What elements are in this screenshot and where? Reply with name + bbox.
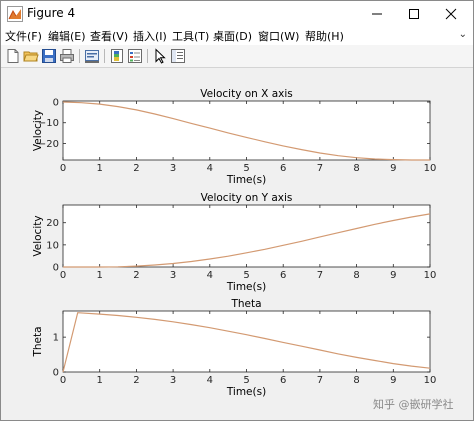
menu-help[interactable]: 帮助(H) (305, 30, 344, 43)
x-tick-label: 6 (280, 270, 286, 281)
y-tick-label: 20 (46, 218, 59, 229)
y-tick-label: 1 (53, 333, 59, 344)
y-axis-label: Velocity (32, 215, 44, 256)
x-tick-label: 10 (424, 163, 437, 174)
x-tick-label: 10 (424, 270, 437, 281)
x-tick-label: 9 (390, 163, 396, 174)
y-tick-label: 0 (53, 98, 59, 109)
axes-title: Theta (230, 298, 261, 310)
axes-box (62, 204, 431, 268)
x-tick-label: 3 (170, 163, 176, 174)
x-axis-label: Time(s) (226, 386, 266, 398)
y-axis-label: Velocity (32, 110, 44, 151)
axes-title: Velocity on X axis (200, 88, 293, 100)
x-tick-label: 2 (133, 375, 139, 386)
series-line (62, 312, 431, 373)
menu-view[interactable]: 查看(V) (90, 30, 129, 43)
x-tick-label: 4 (207, 163, 213, 174)
x-tick-label: 1 (97, 375, 103, 386)
x-tick-label: 8 (353, 375, 359, 386)
figure-canvas: 0 1 2 3 4 5 6 7 8 9 10 0 −10 −20 Velocity on X axis Tim… (1, 68, 473, 420)
title-bar[interactable]: Figure 4 (1, 1, 473, 27)
x-tick-label: 7 (317, 163, 323, 174)
menu-window[interactable]: 窗口(W) (258, 30, 300, 43)
y-axis-label: Theta (32, 326, 44, 357)
menu-bar: 文件(F) 编辑(E) 查看(V) 插入(I) 工具(T) 桌面(D) 窗口(W… (1, 27, 473, 45)
axes-2[interactable]: 0 1 2 3 4 5 6 7 8 9 10 0 10 20 Velocity on Y axis Time(… (32, 192, 436, 293)
matlab-figure-icon (7, 6, 23, 22)
open-file-icon[interactable] (23, 48, 39, 64)
axes-box (62, 100, 431, 161)
x-tick-label: 1 (97, 270, 103, 281)
watermark-text: 知乎 @嵌研学社 (373, 398, 454, 411)
maximize-icon (409, 9, 419, 19)
close-icon (445, 8, 457, 20)
x-tick-label: 10 (424, 375, 437, 386)
y-tick-label: −10 (38, 118, 59, 129)
series-line (63, 213, 431, 268)
window-title: Figure 4 (27, 6, 76, 20)
axes-1[interactable]: 0 1 2 3 4 5 6 7 8 9 10 0 −10 −20 Velocity on X axis Tim… (32, 88, 436, 186)
x-tick-label: 4 (207, 375, 213, 386)
menu-tools[interactable]: 工具(T) (172, 30, 210, 43)
y-tick-label: 0 (53, 368, 59, 379)
x-tick-label: 0 (60, 375, 66, 386)
x-tick-label: 8 (353, 270, 359, 281)
menu-desktop[interactable]: 桌面(D) (213, 30, 253, 43)
x-tick-label: 9 (390, 270, 396, 281)
y-tick-label: −20 (38, 139, 59, 150)
menu-edit[interactable]: 编辑(E) (48, 30, 86, 43)
toolbar-separator (104, 49, 105, 63)
x-tick-label: 2 (133, 163, 139, 174)
x-axis-label: Time(s) (226, 281, 266, 293)
toolbar-separator (147, 49, 148, 63)
x-tick-label: 6 (280, 375, 286, 386)
x-tick-label: 0 (60, 270, 66, 281)
x-tick-label: 8 (353, 163, 359, 174)
insert-legend-icon[interactable] (127, 48, 143, 64)
save-icon[interactable] (41, 48, 57, 64)
x-tick-label: 3 (170, 270, 176, 281)
x-tick-label: 3 (170, 375, 176, 386)
y-tick-label: 0 (53, 263, 59, 274)
insert-colorbar-icon[interactable] (109, 48, 125, 64)
x-tick-label: 2 (133, 270, 139, 281)
link-plot-icon[interactable] (84, 48, 100, 64)
chevron-down-icon[interactable]: ⌄ (458, 29, 467, 40)
toolbar (1, 45, 473, 68)
axes-3[interactable]: 0 1 2 3 4 5 6 7 8 9 10 0 1 Theta Time(s) Theta (32, 298, 436, 398)
new-figure-icon[interactable] (5, 48, 21, 64)
edit-plot-icon[interactable] (152, 48, 168, 64)
x-tick-label: 0 (60, 163, 66, 174)
axes-title: Velocity on Y axis (201, 192, 293, 204)
x-axis-label: Time(s) (226, 174, 266, 186)
y-tick-label: 10 (46, 240, 59, 251)
minimize-icon (372, 13, 382, 15)
axes-box (62, 310, 431, 373)
series-line (62, 101, 430, 161)
x-tick-label: 9 (390, 375, 396, 386)
x-tick-label: 7 (317, 270, 323, 281)
x-tick-label: 6 (280, 163, 286, 174)
x-tick-label: 4 (207, 270, 213, 281)
x-tick-label: 5 (243, 375, 249, 386)
maximize-button[interactable] (398, 1, 430, 27)
print-icon[interactable] (59, 48, 75, 64)
menu-insert[interactable]: 插入(I) (133, 30, 167, 43)
x-tick-label: 7 (317, 375, 323, 386)
minimize-button[interactable] (361, 1, 393, 27)
x-tick-label: 5 (243, 163, 249, 174)
toolbar-separator (79, 49, 80, 63)
x-tick-label: 5 (243, 270, 249, 281)
menu-file[interactable]: 文件(F) (5, 30, 42, 43)
close-button[interactable] (435, 1, 467, 27)
property-inspector-icon[interactable] (170, 48, 186, 64)
x-tick-label: 1 (97, 163, 103, 174)
